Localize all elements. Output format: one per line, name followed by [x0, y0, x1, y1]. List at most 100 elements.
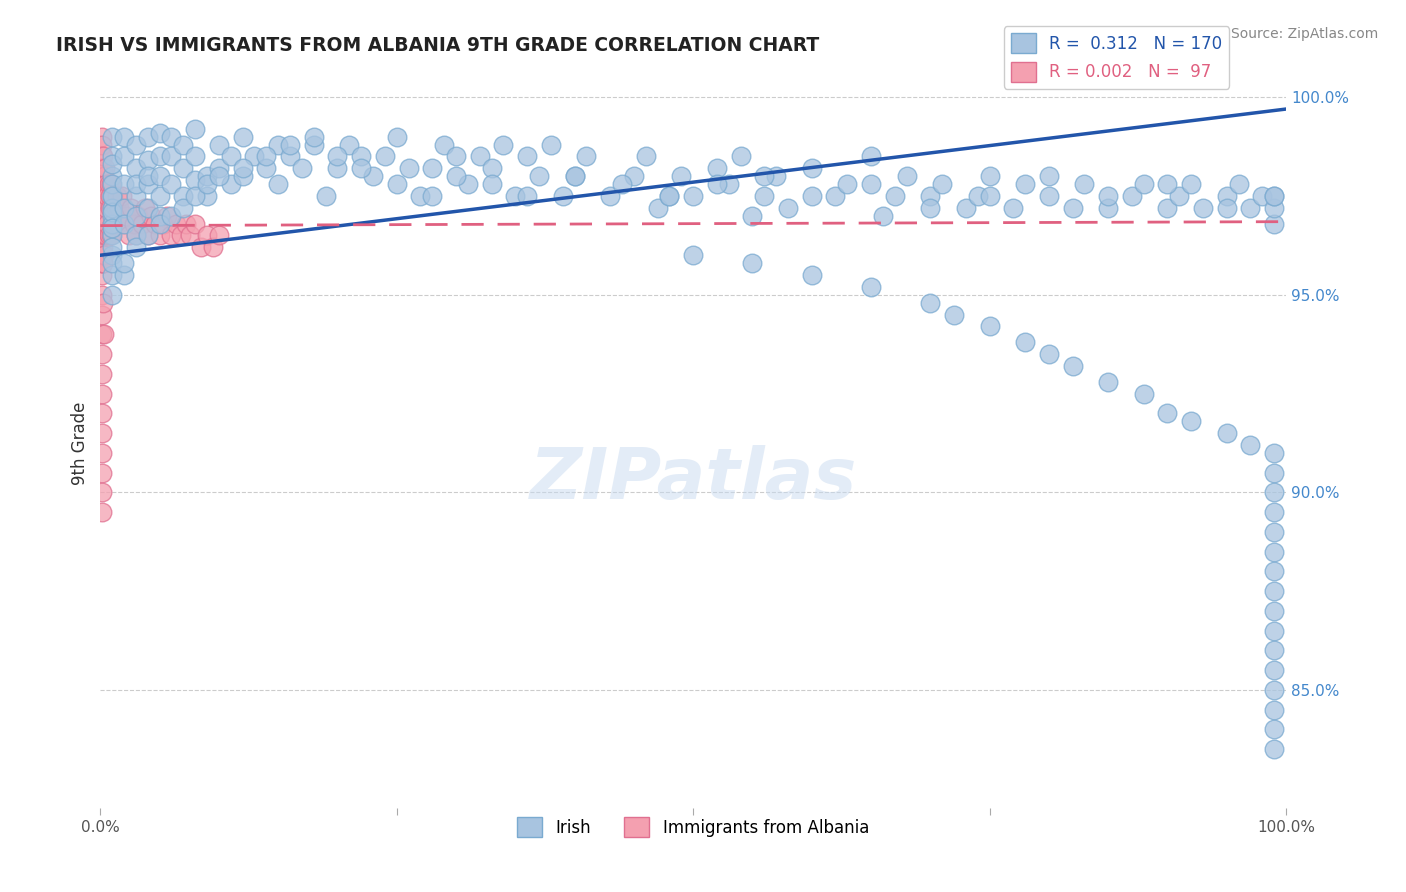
Point [433, 137, 456, 152]
Point [706, 177, 728, 191]
Point [149, 126, 172, 140]
Point [195, 189, 218, 203]
Point [184, 149, 207, 163]
Point [457, 177, 479, 191]
Point [800, 268, 823, 282]
Point [125, 209, 148, 223]
Point [943, 308, 966, 322]
Point [120, 201, 142, 215]
Point [90, 347, 112, 361]
Point [90, 209, 112, 223]
Point [754, 169, 776, 184]
Point [955, 201, 977, 215]
Point [91, 256, 114, 270]
Point [1263, 189, 1285, 203]
Point [326, 161, 349, 176]
Point [101, 228, 124, 243]
Point [776, 201, 799, 215]
Point [122, 217, 145, 231]
Point [302, 129, 325, 144]
Point [94, 209, 117, 223]
Point [883, 189, 905, 203]
Point [1263, 682, 1285, 697]
Point [184, 173, 207, 187]
Point [104, 201, 127, 215]
Point [101, 217, 124, 231]
Point [98, 201, 121, 215]
Point [1239, 201, 1261, 215]
Point [105, 189, 128, 203]
Point [174, 217, 197, 231]
Point [160, 129, 183, 144]
Point [267, 137, 290, 152]
Point [112, 177, 135, 191]
Point [481, 161, 503, 176]
Point [101, 240, 124, 254]
Point [966, 189, 988, 203]
Point [91, 240, 114, 254]
Point [1121, 189, 1143, 203]
Point [111, 189, 134, 203]
Point [1156, 177, 1178, 191]
Point [170, 228, 193, 243]
Point [1263, 189, 1285, 203]
Point [90, 256, 112, 270]
Point [101, 201, 124, 215]
Point [219, 177, 242, 191]
Point [920, 295, 942, 310]
Point [149, 217, 172, 231]
Point [872, 209, 894, 223]
Point [94, 189, 117, 203]
Point [115, 209, 138, 223]
Point [101, 220, 124, 235]
Point [90, 308, 112, 322]
Point [599, 189, 621, 203]
Point [160, 149, 183, 163]
Point [184, 189, 207, 203]
Point [101, 177, 124, 191]
Point [103, 189, 125, 203]
Point [90, 386, 112, 401]
Point [1132, 386, 1154, 401]
Point [1263, 663, 1285, 677]
Point [108, 201, 131, 215]
Point [979, 189, 1001, 203]
Point [101, 217, 124, 231]
Point [201, 240, 224, 254]
Point [837, 177, 859, 191]
Point [90, 485, 112, 500]
Point [481, 177, 503, 191]
Point [112, 217, 135, 231]
Point [859, 177, 882, 191]
Point [136, 228, 159, 243]
Point [350, 149, 373, 163]
Point [278, 149, 301, 163]
Point [90, 367, 112, 381]
Point [765, 169, 787, 184]
Point [136, 129, 159, 144]
Point [208, 169, 231, 184]
Point [326, 149, 349, 163]
Point [302, 137, 325, 152]
Point [267, 177, 290, 191]
Point [100, 177, 122, 191]
Point [219, 149, 242, 163]
Point [195, 228, 218, 243]
Point [107, 217, 129, 231]
Point [101, 256, 124, 270]
Point [232, 161, 254, 176]
Point [90, 201, 112, 215]
Point [1263, 584, 1285, 599]
Point [658, 189, 681, 203]
Point [1038, 169, 1060, 184]
Point [350, 161, 373, 176]
Point [385, 177, 408, 191]
Point [91, 177, 114, 191]
Point [90, 217, 112, 231]
Point [1263, 201, 1285, 215]
Point [398, 161, 420, 176]
Point [232, 129, 254, 144]
Text: Source: ZipAtlas.com: Source: ZipAtlas.com [1230, 27, 1378, 41]
Point [112, 129, 135, 144]
Point [90, 268, 112, 282]
